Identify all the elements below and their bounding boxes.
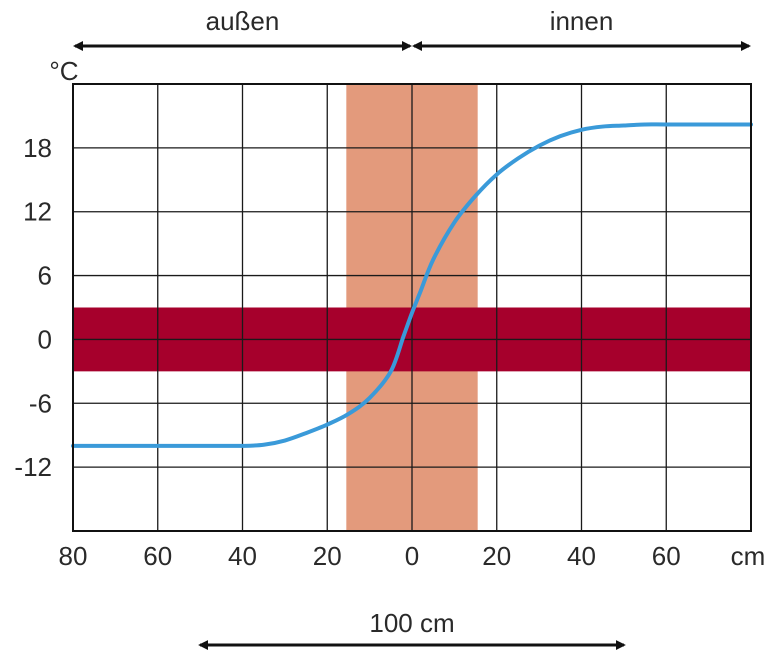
y-unit-label: °C <box>49 56 78 86</box>
x-tick-label: 60 <box>143 541 172 571</box>
x-tick-label: 40 <box>228 541 257 571</box>
x-tick-label: 40 <box>567 541 596 571</box>
x-tick-label: 20 <box>313 541 342 571</box>
inside-label: innen <box>550 6 614 36</box>
width-label: 100 cm <box>369 608 454 638</box>
y-tick-label: 0 <box>38 324 52 354</box>
y-tick-label: -6 <box>29 388 52 418</box>
plot-frame <box>72 83 752 532</box>
x-unit-label: cm <box>731 541 766 571</box>
y-tick-label: 6 <box>38 261 52 291</box>
temperature-curve <box>71 122 753 448</box>
y-tick-label: 12 <box>23 197 52 227</box>
outside-label: außen <box>206 6 280 36</box>
x-tick-label: 20 <box>482 541 511 571</box>
x-tick-label: 0 <box>405 541 419 571</box>
y-tick-label: 18 <box>23 133 52 163</box>
x-tick-label: 60 <box>652 541 681 571</box>
x-tick-label: 80 <box>59 541 88 571</box>
y-tick-label: -12 <box>14 452 52 482</box>
